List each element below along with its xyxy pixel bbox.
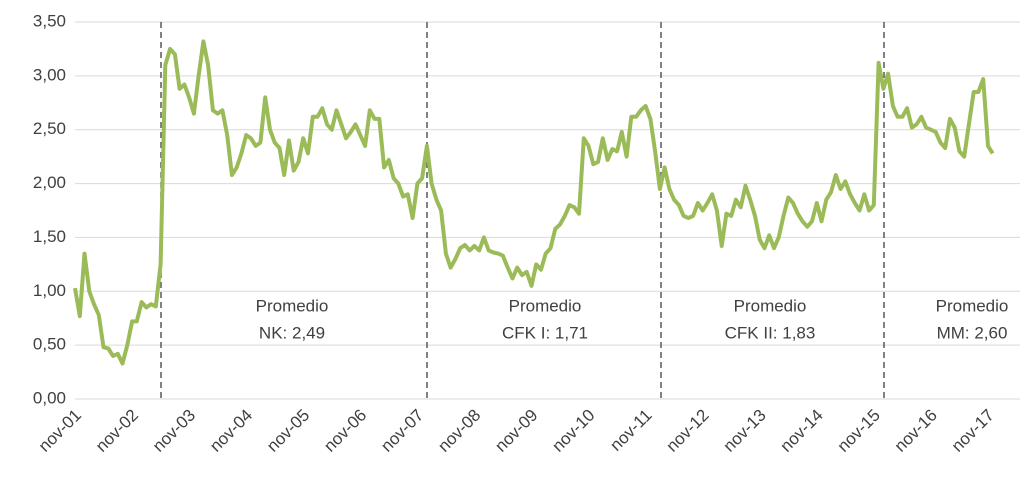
y-tick-label: 0,00	[33, 388, 66, 407]
x-tick-label: nov-13	[720, 406, 770, 456]
y-tick-label: 3,50	[33, 11, 66, 30]
x-tick-label: nov-06	[320, 406, 370, 456]
x-tick-label: nov-16	[891, 406, 941, 456]
y-tick-label: 2,00	[33, 173, 66, 192]
annotation: CFK II: 1,83	[725, 323, 816, 342]
annotation: Promedio	[509, 296, 582, 315]
y-tick-label: 2,50	[33, 119, 66, 138]
annotation: NK: 2,49	[259, 323, 325, 342]
x-tick-label: nov-01	[35, 406, 85, 456]
y-tick-label: 1,00	[33, 281, 66, 300]
x-tick-label: nov-12	[662, 406, 712, 456]
y-tick-label: 1,50	[33, 227, 66, 246]
annotation: Promedio	[936, 296, 1009, 315]
annotation: Promedio	[256, 296, 329, 315]
y-tick-label: 3,00	[33, 65, 66, 84]
x-tick-label: nov-07	[377, 406, 427, 456]
x-tick-label: nov-05	[263, 406, 313, 456]
x-tick-label: nov-10	[548, 406, 598, 456]
y-tick-label: 0,50	[33, 335, 66, 354]
x-tick-label: nov-02	[92, 406, 142, 456]
x-tick-label: nov-17	[948, 406, 998, 456]
x-tick-label: nov-03	[149, 406, 199, 456]
annotation: Promedio	[734, 296, 807, 315]
x-tick-label: nov-09	[491, 406, 541, 456]
x-tick-label: nov-11	[606, 406, 655, 455]
data-line	[73, 39, 995, 366]
annotation: CFK I: 1,71	[502, 323, 588, 342]
x-tick-label: nov-08	[434, 406, 484, 456]
x-tick-label: nov-04	[206, 406, 256, 456]
annotation: MM: 2,60	[937, 323, 1008, 342]
x-tick-label: nov-15	[834, 406, 884, 456]
x-tick-label: nov-14	[777, 406, 827, 456]
